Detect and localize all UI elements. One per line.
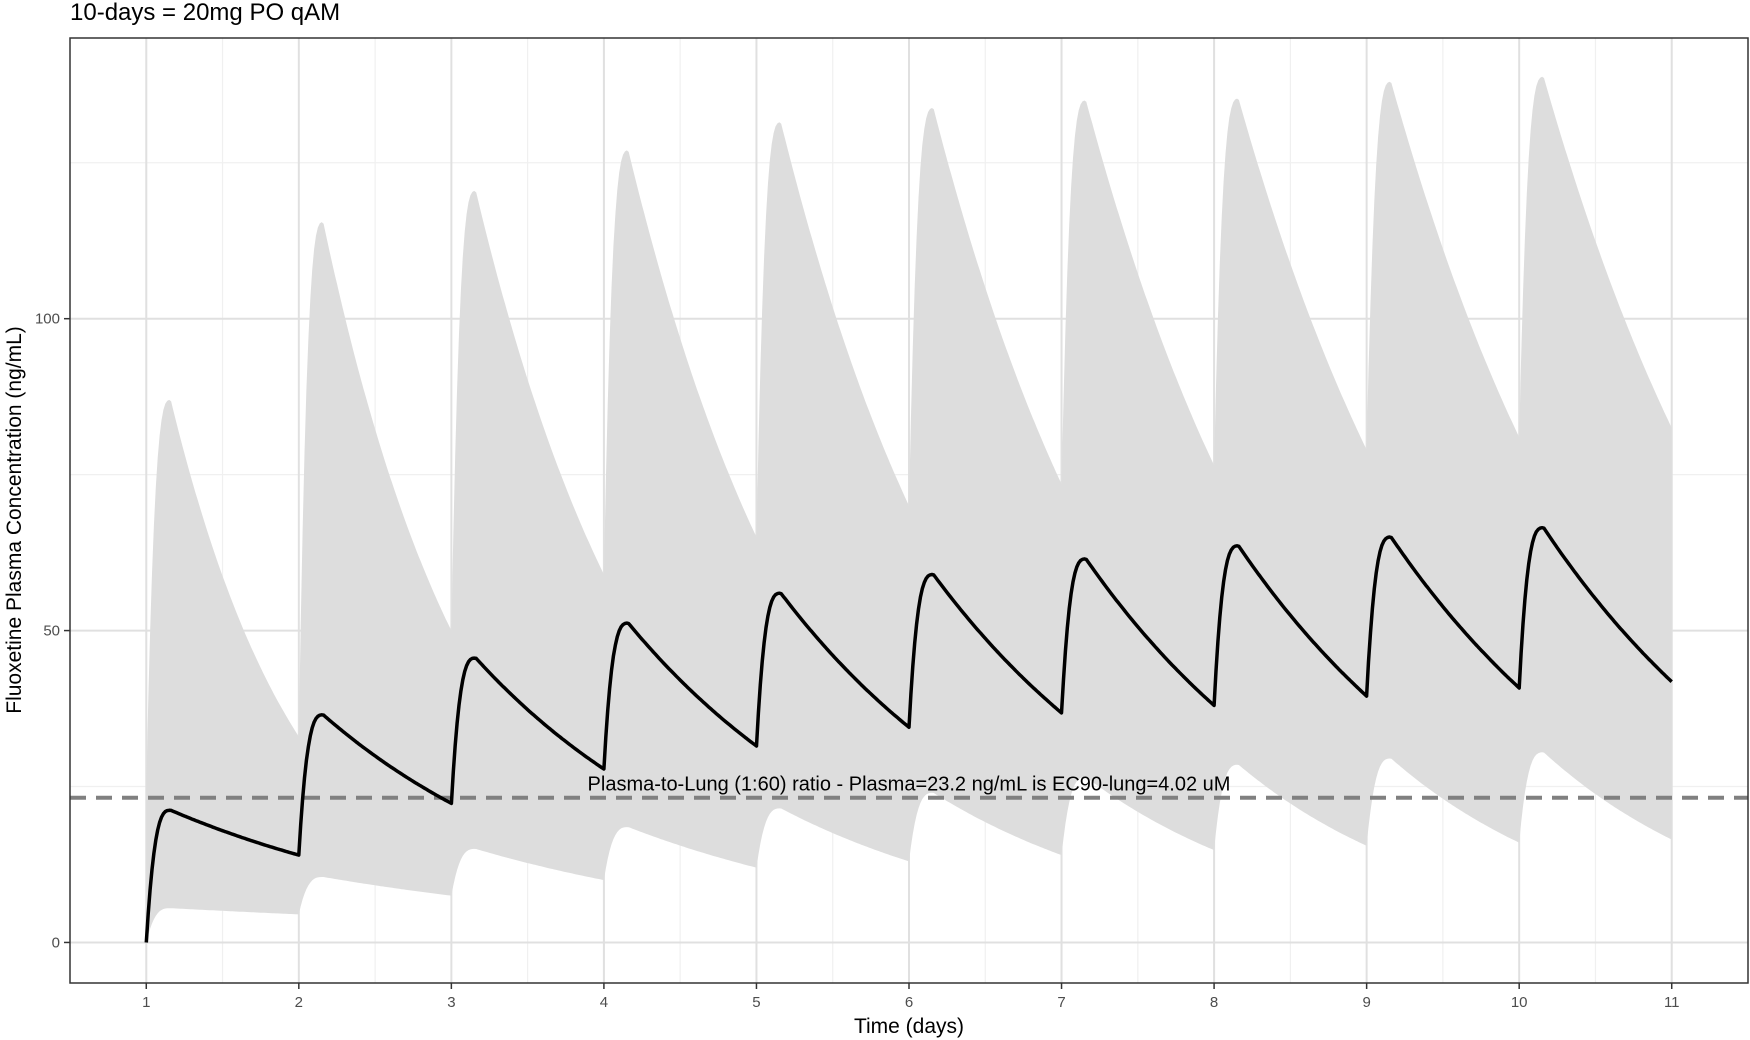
y-tick-label: 100 (35, 311, 60, 328)
reference-line-label: Plasma-to-Lung (1:60) ratio - Plasma=23.… (588, 774, 1231, 796)
x-tick-label: 3 (447, 994, 455, 1011)
y-axis-ticks: 0 50 100 (35, 311, 70, 951)
x-tick-label: 4 (600, 994, 608, 1011)
x-tick-label: 7 (1057, 994, 1065, 1011)
x-tick-label: 6 (905, 994, 913, 1011)
annotation-layer: Plasma-to-Lung (1:60) ratio - Plasma=23.… (588, 774, 1231, 796)
x-tick-label: 2 (295, 994, 303, 1011)
shaded-interval-layer (146, 76, 1672, 943)
x-axis-title: Time (days) (854, 1015, 964, 1038)
chart-title: 10-days = 20mg PO qAM (70, 0, 340, 26)
x-tick-label: 5 (752, 994, 760, 1011)
x-tick-label: 1 (142, 994, 150, 1011)
x-tick-label: 8 (1210, 994, 1218, 1011)
median-line-layer (144, 525, 1673, 943)
x-tick-label: 10 (1511, 994, 1528, 1011)
x-axis-ticks: 1 2 3 4 5 6 7 8 9 10 11 (142, 983, 1680, 1011)
y-tick-label: 0 (52, 934, 60, 951)
x-tick-label: 9 (1362, 994, 1370, 1011)
y-axis-title: Fluoxetine Plasma Concentration (ng/mL) (3, 326, 26, 714)
median-concentration-line (144, 525, 1673, 943)
y-tick-label: 50 (43, 623, 60, 640)
x-tick-label: 11 (1664, 994, 1680, 1011)
shaded-interval-area (146, 76, 1672, 943)
